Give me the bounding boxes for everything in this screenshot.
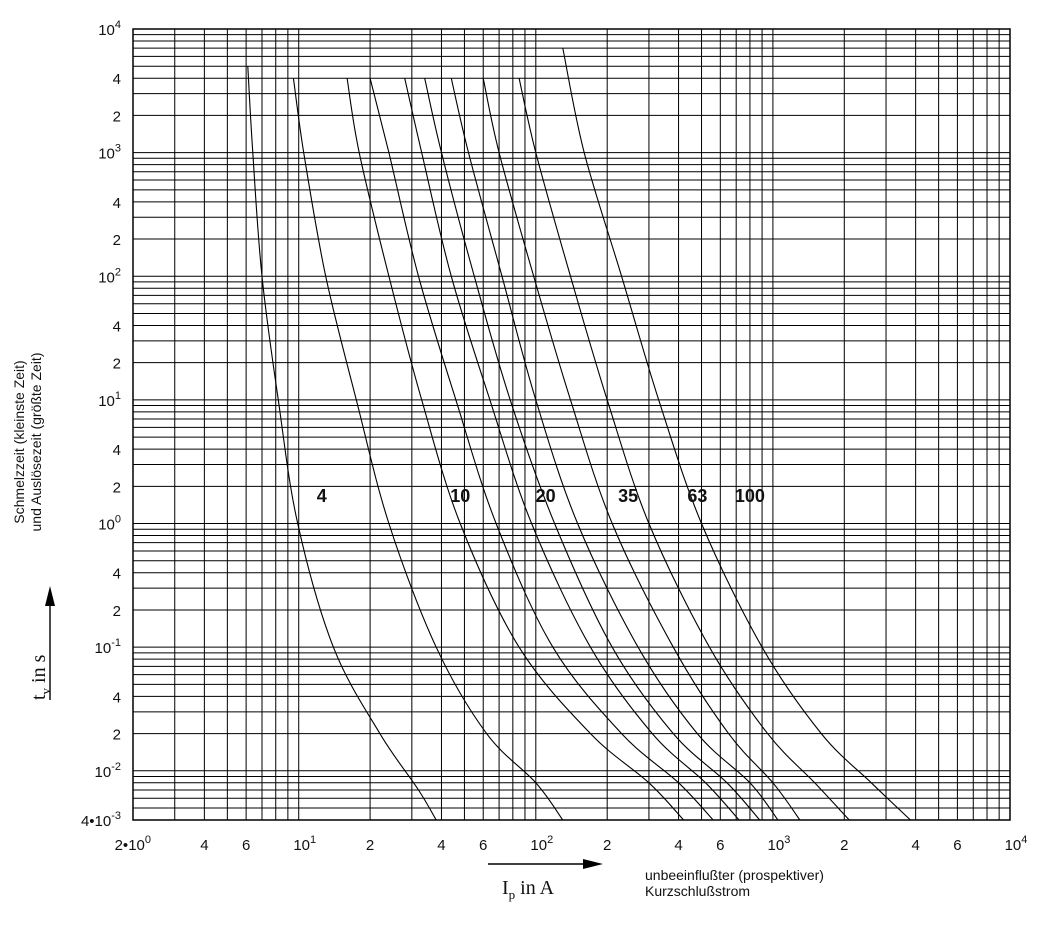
x-tick-label: 104 xyxy=(1005,834,1028,854)
curve-labels: 4 10 20 35 63 100 xyxy=(317,486,765,506)
curve-label: 10 xyxy=(450,486,470,506)
y-tick-label: 2 xyxy=(113,727,121,744)
fuse-curve-5 xyxy=(404,78,740,821)
y-tick-label: 4 xyxy=(113,566,121,583)
y-axis-arrow-head xyxy=(45,586,55,606)
fuse-curve-6 xyxy=(424,78,761,821)
fuse-curve-8 xyxy=(482,78,801,821)
fuse-curve-1 xyxy=(247,66,437,821)
y-axis-symbol: tv in s xyxy=(28,654,53,700)
plot-frame xyxy=(132,28,1011,821)
y-tick-label: 2 xyxy=(113,108,121,125)
y-tick-label: 10-2 xyxy=(95,761,121,781)
y-symbol-unit: in s xyxy=(28,654,50,688)
curve-label: 100 xyxy=(735,486,765,506)
curve-label: 35 xyxy=(618,486,638,506)
curve-label: 20 xyxy=(536,486,556,506)
y-tick-label: 2 xyxy=(113,479,121,496)
y-tick-label: 4 xyxy=(113,195,121,212)
x-tick-label: 4 xyxy=(200,837,208,854)
y-tick-label: 4 xyxy=(113,318,121,335)
x-symbol-main: I xyxy=(502,877,509,899)
svg-text:tv in s: tv in s xyxy=(28,654,53,700)
x-tick-label: 6 xyxy=(953,837,961,854)
y-tick-label: 4•10-3 xyxy=(81,810,121,830)
x-tick-label: 6 xyxy=(479,837,487,854)
y-tick-labels: 104 4 2 103 4 2 102 4 2 101 4 2 100 4 2 10-1 4 2 10-2 4•10-… xyxy=(81,19,121,830)
x-tick-label: 4 xyxy=(674,837,682,854)
x-axis-symbol: Ip in A xyxy=(502,877,555,902)
y-tick-label: 4 xyxy=(113,442,121,459)
curve-label: 63 xyxy=(687,486,707,506)
y-tick-label: 10-1 xyxy=(95,637,121,657)
curves xyxy=(247,48,911,821)
x-tick-label: 6 xyxy=(716,837,724,854)
x-tick-label: 102 xyxy=(530,834,553,854)
x-tick-label: 4 xyxy=(437,837,445,854)
y-tick-label: 2 xyxy=(113,356,121,373)
y-tick-label: 102 xyxy=(98,266,121,286)
y-tick-label: 2 xyxy=(113,603,121,620)
grid xyxy=(132,28,1011,821)
fuse-curve-4 xyxy=(369,78,714,821)
y-symbol-sub: v xyxy=(38,687,53,694)
x-tick-label: 6 xyxy=(242,837,250,854)
x-tick-label: 4 xyxy=(911,837,919,854)
y-tick-label: 103 xyxy=(98,143,121,163)
fuse-curve-3 xyxy=(346,78,685,821)
fuse-curve-7 xyxy=(450,78,779,821)
x-caption-line-2: Kurzschlußstrom xyxy=(645,883,750,899)
x-tick-label: 2 xyxy=(366,837,374,854)
x-caption-line-1: unbeeinflußter (prospektiver) xyxy=(645,867,824,883)
y-axis-caption: Schmelzzeit (kleinste Zeit) und Auslösez… xyxy=(11,353,44,532)
y-caption-line-1: Schmelzzeit (kleinste Zeit) xyxy=(11,360,27,523)
fuse-curve-10 xyxy=(562,48,911,821)
curve-label: 4 xyxy=(317,486,327,506)
y-tick-label: 100 xyxy=(98,514,121,534)
y-caption-line-2: und Auslösezeit (größte Zeit) xyxy=(28,353,44,532)
fuse-curve-9 xyxy=(518,78,850,821)
x-tick-label: 2•100 xyxy=(115,834,151,854)
x-tick-label: 2 xyxy=(840,837,848,854)
y-tick-label: 4 xyxy=(113,71,121,88)
x-tick-label: 2 xyxy=(603,837,611,854)
x-symbol-sub: p xyxy=(509,887,516,902)
y-tick-label: 101 xyxy=(98,390,121,410)
y-tick-label: 2 xyxy=(113,232,121,249)
x-tick-label: 101 xyxy=(293,834,316,854)
x-tick-label: 103 xyxy=(768,834,791,854)
y-tick-label: 4 xyxy=(113,689,121,706)
fuse-curve-2 xyxy=(292,78,564,821)
y-tick-label: 104 xyxy=(98,19,121,39)
y-symbol-main: t xyxy=(28,694,50,700)
x-symbol-unit: in A xyxy=(515,877,554,899)
x-tick-labels: 2•100 4 6 101 2 4 6 102 2 4 6 103 2 4 6 104 xyxy=(115,834,1028,854)
x-axis-arrow-head xyxy=(583,859,603,869)
